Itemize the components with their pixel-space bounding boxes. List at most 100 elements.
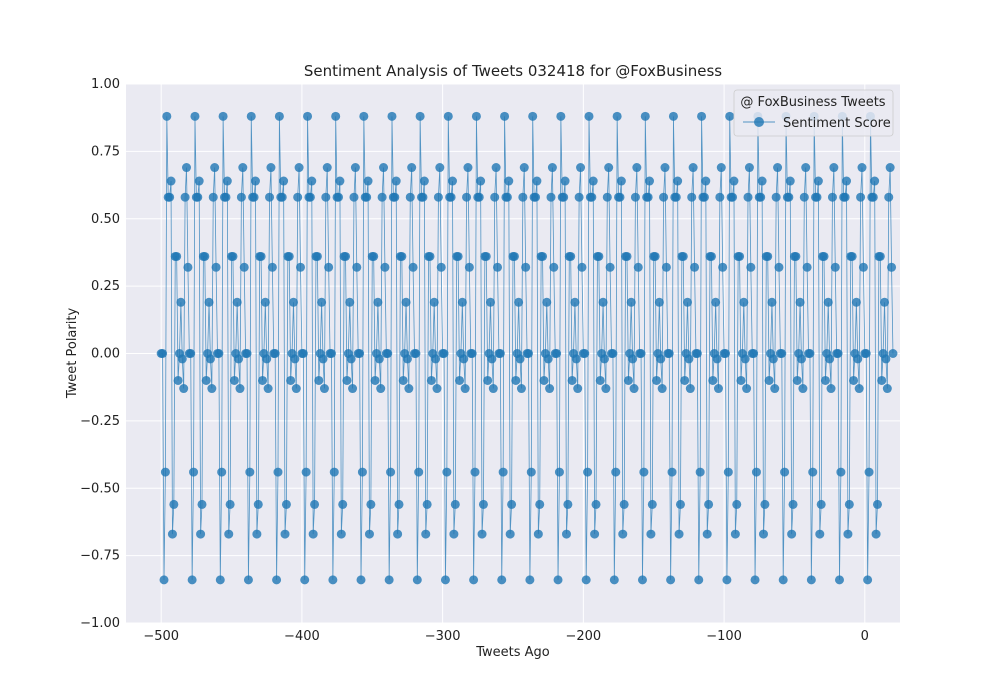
y-tick-label: 1.00 <box>91 77 120 92</box>
data-point <box>768 354 778 364</box>
data-point <box>750 575 760 585</box>
data-point <box>770 384 780 394</box>
data-point <box>211 262 221 272</box>
data-point <box>736 375 746 385</box>
data-point <box>823 297 833 307</box>
data-point <box>207 384 217 394</box>
data-point <box>318 354 328 364</box>
data-point <box>673 176 683 186</box>
data-point <box>853 354 863 364</box>
data-point <box>683 297 692 307</box>
legend-title: @ FoxBusiness Tweets <box>740 95 885 110</box>
chart-title: Sentiment Analysis of Tweets 032418 for … <box>304 62 722 80</box>
data-point <box>363 176 373 186</box>
data-point <box>749 349 759 358</box>
data-point <box>525 575 535 585</box>
data-point <box>618 529 628 539</box>
data-point <box>165 192 175 202</box>
data-point <box>205 354 215 364</box>
data-point <box>787 529 797 539</box>
data-point <box>777 349 787 358</box>
data-point <box>436 262 446 272</box>
data-point <box>425 251 435 261</box>
data-point <box>535 499 545 509</box>
data-point <box>702 529 712 539</box>
y-tick-label: −0.50 <box>80 481 120 496</box>
data-point <box>812 192 822 202</box>
data-point <box>612 111 622 121</box>
data-point <box>577 262 587 272</box>
data-point <box>602 192 612 202</box>
data-point <box>412 575 422 585</box>
data-point <box>771 192 781 202</box>
data-point <box>819 251 829 261</box>
data-point <box>722 575 732 585</box>
data-point <box>580 349 590 358</box>
data-point <box>843 529 853 539</box>
data-point <box>224 529 234 539</box>
data-point <box>780 467 790 477</box>
data-point <box>407 163 417 173</box>
data-point <box>221 192 231 202</box>
data-point <box>573 384 583 394</box>
data-point <box>383 349 393 358</box>
data-point <box>249 192 259 202</box>
data-point <box>459 354 469 364</box>
data-point <box>352 262 362 272</box>
data-point <box>490 192 500 202</box>
data-point <box>328 575 338 585</box>
data-point <box>636 349 646 358</box>
data-point <box>384 575 394 585</box>
data-point <box>643 192 653 202</box>
data-point <box>256 251 266 261</box>
data-point <box>650 251 660 261</box>
data-point <box>341 251 351 261</box>
data-point <box>566 251 576 261</box>
data-point <box>493 262 503 272</box>
data-point <box>252 529 262 539</box>
data-point <box>628 354 638 364</box>
data-point <box>414 467 424 477</box>
data-point <box>868 192 878 202</box>
data-point <box>419 176 429 186</box>
data-point <box>716 163 726 173</box>
data-point <box>467 349 477 358</box>
data-point <box>167 529 177 539</box>
data-point <box>713 384 723 394</box>
data-point <box>792 375 802 385</box>
data-point <box>854 384 864 394</box>
data-point <box>196 529 206 539</box>
data-point <box>836 467 846 477</box>
data-point <box>504 176 514 186</box>
data-point <box>314 375 324 385</box>
data-point <box>739 297 749 307</box>
data-point <box>401 297 411 307</box>
data-point <box>288 297 298 307</box>
data-point <box>391 176 401 186</box>
data-point <box>826 384 836 394</box>
data-point <box>478 499 488 509</box>
data-point <box>338 499 348 509</box>
data-point <box>387 111 397 121</box>
data-point <box>498 467 508 477</box>
data-point <box>864 467 874 477</box>
data-point <box>654 297 664 307</box>
data-point <box>660 163 670 173</box>
data-point <box>450 499 460 509</box>
data-point <box>481 251 491 261</box>
data-point <box>785 176 795 186</box>
data-point <box>312 251 322 261</box>
series-sentiment-score <box>156 111 898 585</box>
data-point <box>505 529 515 539</box>
data-point <box>281 499 291 509</box>
data-point <box>186 349 196 358</box>
data-point <box>293 192 303 202</box>
data-point <box>518 192 528 202</box>
data-point <box>350 163 360 173</box>
data-point <box>622 251 632 261</box>
data-point <box>194 176 204 186</box>
data-point <box>319 384 329 394</box>
x-tick-label: −500 <box>143 629 179 644</box>
data-point <box>637 575 647 585</box>
data-point <box>858 262 868 272</box>
